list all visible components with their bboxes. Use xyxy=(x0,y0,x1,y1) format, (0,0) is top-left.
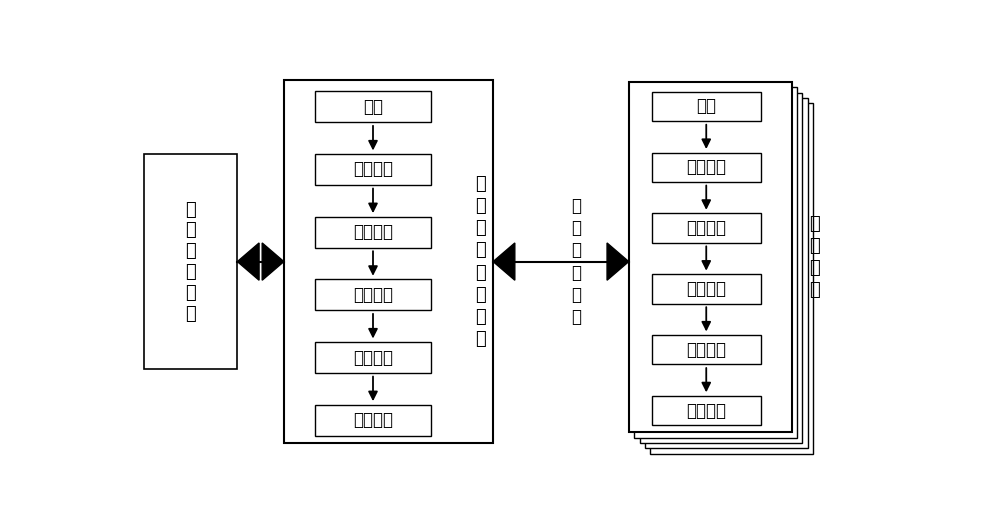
Text: 数据生成: 数据生成 xyxy=(686,219,726,237)
Text: 开始: 开始 xyxy=(363,98,383,116)
Text: 系
统
主
控
管
理
模
块: 系 统 主 控 管 理 模 块 xyxy=(475,175,486,348)
Text: 诊
断
测
试
接
口: 诊 断 测 试 接 口 xyxy=(571,197,581,326)
Bar xyxy=(652,396,761,425)
Bar xyxy=(629,82,792,432)
Bar xyxy=(315,91,431,122)
Text: 创建线程: 创建线程 xyxy=(353,286,393,304)
Text: 用户输入: 用户输入 xyxy=(686,159,726,176)
Bar xyxy=(652,92,761,121)
FancyArrow shape xyxy=(607,243,629,280)
Bar xyxy=(144,154,237,369)
Bar xyxy=(315,279,431,310)
FancyArrow shape xyxy=(493,243,515,280)
Bar xyxy=(284,80,493,443)
Bar xyxy=(315,405,431,436)
Bar xyxy=(650,104,813,454)
Bar xyxy=(652,213,761,243)
Bar xyxy=(652,153,761,182)
Bar xyxy=(315,342,431,373)
Bar xyxy=(640,93,802,443)
Text: 开始: 开始 xyxy=(696,97,716,116)
Text: 报告提交: 报告提交 xyxy=(686,401,726,420)
FancyArrow shape xyxy=(262,243,284,280)
Bar xyxy=(634,87,797,438)
Text: 系
统
管
理
终
端: 系 统 管 理 终 端 xyxy=(186,200,196,323)
Bar xyxy=(645,98,808,448)
FancyArrow shape xyxy=(237,243,259,280)
Bar xyxy=(652,335,761,364)
Text: 用户输入: 用户输入 xyxy=(353,161,393,179)
Text: 数据生成: 数据生成 xyxy=(353,223,393,241)
Text: 创建线程: 创建线程 xyxy=(686,280,726,298)
Bar xyxy=(315,154,431,185)
Text: 数据诊断: 数据诊断 xyxy=(686,341,726,359)
Bar xyxy=(652,275,761,304)
Text: 系
统
节
点: 系 统 节 点 xyxy=(809,214,820,299)
Bar xyxy=(315,217,431,248)
Text: 数据诊断: 数据诊断 xyxy=(353,349,393,367)
Text: 报告提交: 报告提交 xyxy=(353,411,393,429)
